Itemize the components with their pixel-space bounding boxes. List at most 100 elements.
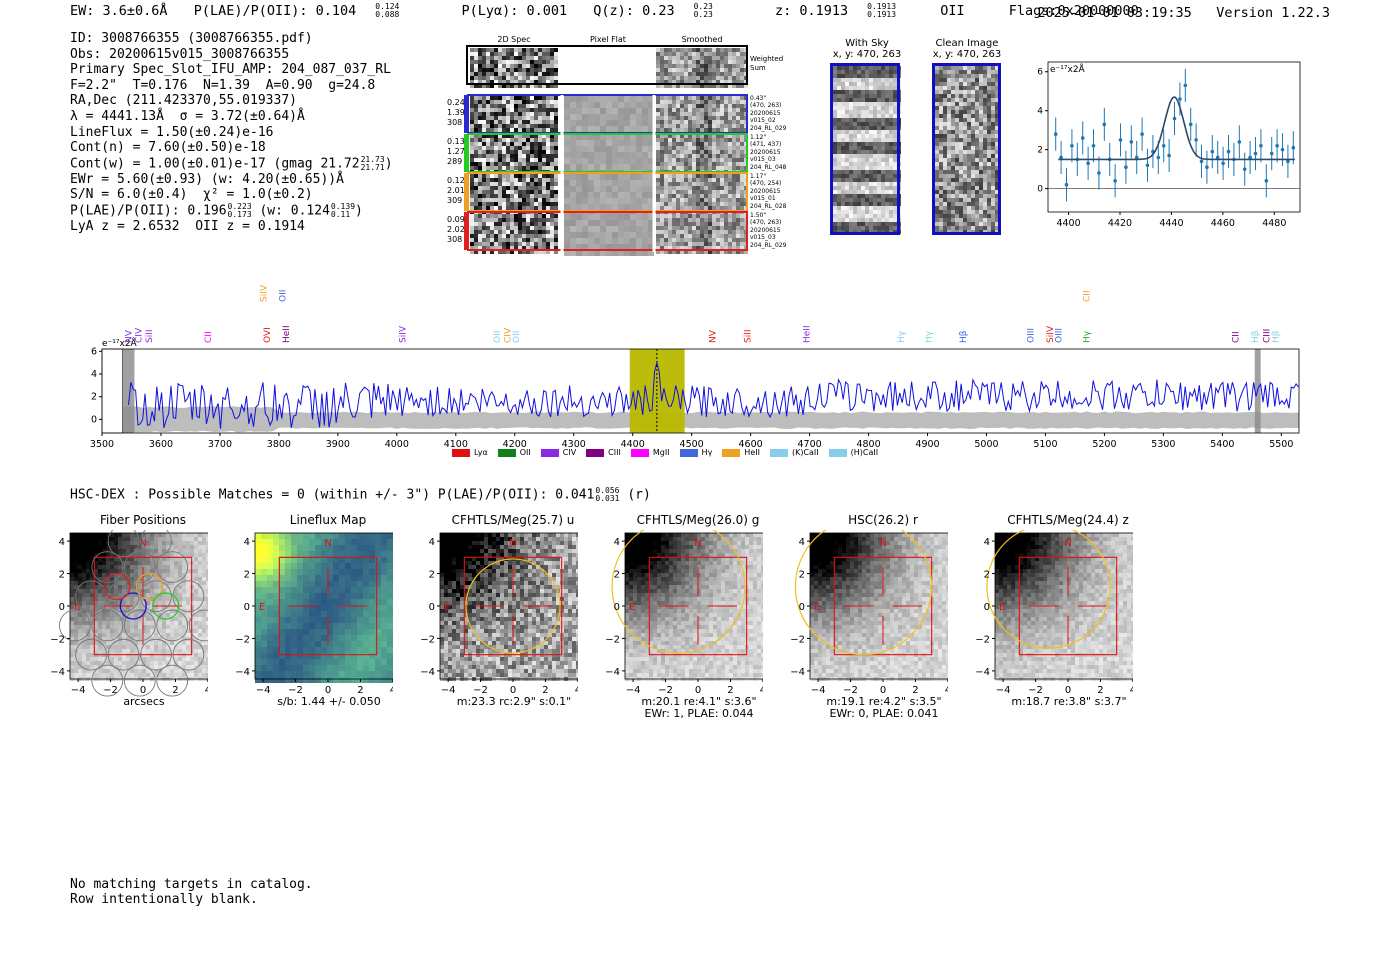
data-point — [1280, 147, 1285, 152]
sky-stamps — [830, 63, 1001, 235]
legend-item: (H)CaII — [828, 448, 878, 457]
x-tick-label: 2 — [727, 685, 733, 696]
col-2d-spec: 2D Spec — [497, 35, 531, 44]
y-tick-label: −2 — [50, 634, 65, 645]
data-point — [1210, 149, 1215, 154]
data-point — [1113, 179, 1117, 183]
info-obs: Obs: 20200615v015_3008766355 — [70, 46, 290, 62]
ew-value: EW: 3.6±0.6Å — [70, 3, 168, 19]
info-contw: Cont(w) = 1.00(±0.01)e-17 (gmag 21.7221.… — [70, 154, 393, 172]
y-tick-label: 2 — [59, 570, 65, 581]
legend-swatch — [497, 448, 516, 457]
fiber-row-stats: 0.24 1.39 308 — [447, 98, 465, 127]
data-point — [1237, 140, 1242, 144]
north-label: N — [324, 538, 331, 549]
aperture-box — [93, 556, 193, 656]
data-point — [1172, 116, 1177, 121]
fiber-circle — [172, 638, 205, 671]
fiber-circle — [123, 664, 156, 697]
north-label: N — [694, 538, 701, 549]
east-label: E — [444, 602, 450, 613]
data-point — [1275, 143, 1279, 148]
legend-swatch — [452, 448, 470, 457]
data-point — [1291, 145, 1296, 150]
data-point — [1253, 151, 1258, 156]
line-label: CIII — [1263, 329, 1273, 343]
line-label: OII — [512, 331, 522, 343]
info-sn: S/N = 6.0(±0.4) χ² = 1.0(±0.2) — [70, 187, 313, 203]
x-tick-label: 4 — [575, 685, 578, 696]
line-label: CII — [1231, 331, 1241, 343]
fiber-row-marker — [464, 173, 467, 211]
y-tick-label: −2 — [790, 634, 805, 645]
east-label: E — [74, 602, 80, 613]
y-tick-label: 4 — [91, 369, 97, 380]
y-tick-label: 4 — [984, 537, 990, 548]
north-label: N — [139, 538, 146, 549]
data-point — [1064, 182, 1069, 187]
line-label: SiII — [145, 329, 155, 343]
x-tick-label: 0 — [325, 685, 331, 696]
x-tick-label: 0 — [695, 685, 701, 696]
fiber-circle — [123, 551, 156, 583]
detection-info: ID: 3008766355 (3008766355.pdf) Obs: 2020… — [70, 31, 393, 235]
x-tick-label: 3700 — [208, 439, 232, 450]
fiber-circle — [156, 664, 189, 697]
x-tick-label: −2 — [103, 685, 118, 696]
data-point — [1188, 122, 1193, 127]
fiber-circle — [75, 580, 107, 613]
stamp-caption: m:19.1 re:4.2" s:3.5" EWr: 0, PLAE: 0.041 — [826, 695, 942, 720]
x-tick-label: 2 — [1097, 685, 1103, 696]
legend-item: (K)CaII — [769, 448, 819, 457]
aperture-box — [278, 556, 378, 656]
stamp-title: HSC(26.2) r — [848, 513, 918, 527]
legend-swatch — [828, 448, 847, 457]
line-label: OIII — [1054, 328, 1064, 343]
data-point — [1080, 136, 1085, 140]
x-tick-label: 4400 — [1056, 218, 1080, 229]
spectrum-line — [128, 362, 1299, 429]
x-tick-label: −4 — [441, 685, 456, 696]
info-contn: Cont(n) = 7.60(±0.50)e-18 — [70, 140, 266, 156]
image-stamp: N E −4 −2 0 2 4 4 2 0 −2 −4 — [235, 532, 393, 696]
data-point — [1178, 97, 1182, 101]
fiber-circle — [107, 638, 140, 671]
x-tick-label: 4420 — [1108, 218, 1132, 229]
x-tick-label: 4400 — [621, 439, 645, 450]
y-tick-label: 6 — [1037, 68, 1043, 78]
fiber-circle — [156, 551, 189, 583]
line-label: Hγ — [925, 330, 935, 343]
source-ellipse — [986, 530, 1111, 649]
aperture-box — [833, 556, 933, 656]
x-tick-label: 3900 — [326, 439, 350, 450]
stamp-title: CFHTLS/Meg(24.4) z — [1007, 513, 1129, 527]
north-label: N — [509, 538, 516, 549]
fiber-cutouts — [464, 45, 748, 256]
fiber-circle — [156, 609, 189, 642]
data-point — [1167, 153, 1171, 158]
data-point — [1248, 155, 1252, 160]
east-label: E — [999, 602, 1005, 613]
x-tick-label: −4 — [71, 685, 86, 696]
with-sky-frame — [830, 63, 900, 235]
line-label: Hβ — [1251, 330, 1261, 343]
y-tick-label: 2 — [244, 570, 250, 581]
legend-swatch — [630, 448, 649, 457]
legend-swatch — [540, 448, 559, 457]
data-point — [1059, 155, 1063, 160]
x-tick-label: 2 — [357, 685, 363, 696]
fiber-circle-selected — [103, 572, 131, 601]
stamp-caption: arcsecs — [123, 695, 165, 708]
y-tick-label: 4 — [1037, 107, 1043, 117]
data-point — [1269, 151, 1274, 156]
x-tick-label: 4 — [205, 685, 208, 696]
data-point — [1215, 155, 1220, 160]
fiber-circle — [75, 638, 107, 671]
y-tick-label: 4 — [799, 537, 805, 548]
aperture-box — [463, 556, 563, 656]
y-tick-label: −4 — [235, 667, 250, 678]
legend-swatch — [769, 448, 788, 457]
line-label: Hβ — [1271, 330, 1281, 343]
fiber-circle — [140, 638, 172, 671]
image-stamp: N E −4 −2 0 2 4 4 2 0 −2 −4 — [975, 530, 1133, 696]
